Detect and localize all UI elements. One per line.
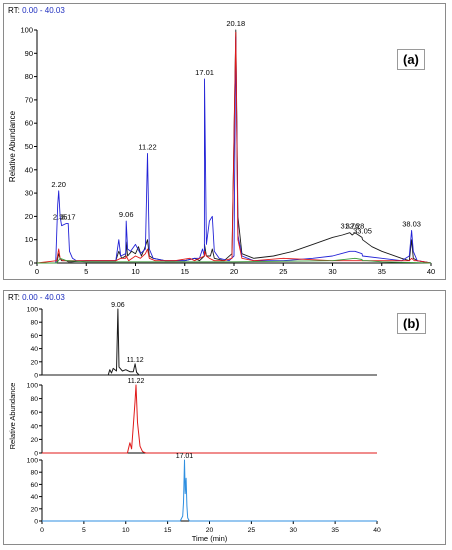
peak-label: 17.01 xyxy=(195,68,214,77)
y-tick-label: 90 xyxy=(25,49,33,58)
rt-key: RT: xyxy=(8,6,20,15)
y-tick-label: 60 xyxy=(30,333,38,340)
peak-label: 31.76 xyxy=(340,222,359,231)
y-tick-label: 100 xyxy=(27,383,39,390)
y-tick-label: 20 xyxy=(30,359,38,366)
y-tick-label: 80 xyxy=(30,470,38,477)
panel-a-label: (a) xyxy=(397,49,425,70)
x-tick-label: 20 xyxy=(206,527,214,534)
series-line-0 xyxy=(42,308,377,376)
y-tick-label: 0 xyxy=(34,373,38,380)
peak-label: 9.06 xyxy=(119,210,134,219)
y-tick-label: 0 xyxy=(34,519,38,526)
x-tick-label: 0 xyxy=(35,267,39,276)
series-line-3 xyxy=(37,257,432,264)
y-tick-label: 40 xyxy=(30,423,38,430)
x-tick-label: 20 xyxy=(230,267,238,276)
peak-label: 32.28 xyxy=(346,222,365,231)
rt-range-label: RT: 0.00 - 40.03 xyxy=(8,293,65,302)
y-tick-label: 0 xyxy=(29,259,33,268)
y-tick-label: 80 xyxy=(30,320,38,327)
peak-label: 11.12 xyxy=(127,357,144,364)
y-axis-label: Relative Abundance xyxy=(8,110,17,182)
x-tick-label: 5 xyxy=(84,267,88,276)
x-tick-label: 15 xyxy=(181,267,189,276)
rt-key: RT: xyxy=(8,293,20,302)
y-tick-label: 60 xyxy=(30,482,38,489)
series-line-2 xyxy=(36,31,432,264)
x-tick-label: 25 xyxy=(248,527,256,534)
y-tick-label: 70 xyxy=(25,95,33,104)
x-tick-label: 35 xyxy=(378,267,386,276)
y-tick-label: 40 xyxy=(25,165,33,174)
x-tick-label: 40 xyxy=(373,527,381,534)
y-tick-label: 50 xyxy=(25,142,33,151)
y-tick-label: 60 xyxy=(30,410,38,417)
panel-b-label: (b) xyxy=(397,313,426,334)
peak-label: 3.17 xyxy=(61,212,76,221)
x-tick-label: 10 xyxy=(131,267,139,276)
peak-label: 38.03 xyxy=(402,219,421,228)
y-tick-label: 0 xyxy=(34,451,38,458)
peak-label: 2.20 xyxy=(51,180,66,189)
y-tick-label: 100 xyxy=(20,26,33,35)
chart-a-svg: 0 10 20 30 40 50 60 70 80 90 100 0 5 10 15 20 25 30 35 40 2.… xyxy=(8,19,435,279)
x-tick-label: 5 xyxy=(82,527,86,534)
x-tick-label: 25 xyxy=(279,267,287,276)
y-tick-label: 60 xyxy=(25,119,33,128)
x-tick-label: 0 xyxy=(40,527,44,534)
chromatogram-panel-a: RT: 0.00 - 40.03 0 10 20 30 40 50 60 70 80 90 100 0… xyxy=(3,3,446,280)
peak-label: 11.22 xyxy=(127,378,144,385)
x-tick-label: 40 xyxy=(427,267,435,276)
x-axis-label: Time (min) xyxy=(192,534,228,543)
series-line-2 xyxy=(42,459,377,522)
rt-range-label: RT: 0.00 - 40.03 xyxy=(8,6,65,15)
chart-b-svg: 0204060801009.0611.1202040608010011.2202… xyxy=(8,302,381,543)
y-tick-label: 100 xyxy=(27,458,39,465)
peak-label: 20.18 xyxy=(226,19,245,28)
x-tick-label: 35 xyxy=(331,527,339,534)
y-tick-label: 10 xyxy=(25,235,33,244)
y-tick-label: 100 xyxy=(27,307,39,314)
peak-label: 11.22 xyxy=(138,142,156,151)
y-axis-label: Relative Abundance xyxy=(8,383,17,450)
peak-label: 17.01 xyxy=(176,453,194,460)
peak-label: 9.06 xyxy=(111,302,125,309)
peak-label: 2.35 xyxy=(53,212,68,221)
chromatogram-panel-b: RT: 0.00 - 40.03 0 20 40 60 80 100 9.06 11.12 0 2… xyxy=(3,290,446,545)
y-tick-label: 40 xyxy=(30,494,38,501)
y-tick-label: 80 xyxy=(30,396,38,403)
series-line-1 xyxy=(42,384,377,454)
series-line-1 xyxy=(37,36,432,264)
x-axis-label: Time (min) xyxy=(215,278,253,279)
y-tick-label: 40 xyxy=(30,346,38,353)
rt-value: 0.00 - 40.03 xyxy=(22,293,65,302)
y-tick-label: 30 xyxy=(25,189,33,198)
y-tick-label: 20 xyxy=(30,437,38,444)
x-tick-label: 30 xyxy=(289,527,297,534)
x-tick-label: 15 xyxy=(164,527,172,534)
rt-value: 0.00 - 40.03 xyxy=(22,6,65,15)
x-tick-label: 10 xyxy=(122,527,130,534)
x-tick-label: 30 xyxy=(328,267,336,276)
y-tick-label: 20 xyxy=(30,506,38,513)
y-tick-label: 20 xyxy=(25,212,33,221)
y-tick-label: 80 xyxy=(25,72,33,81)
peak-label: 33.05 xyxy=(353,226,372,235)
